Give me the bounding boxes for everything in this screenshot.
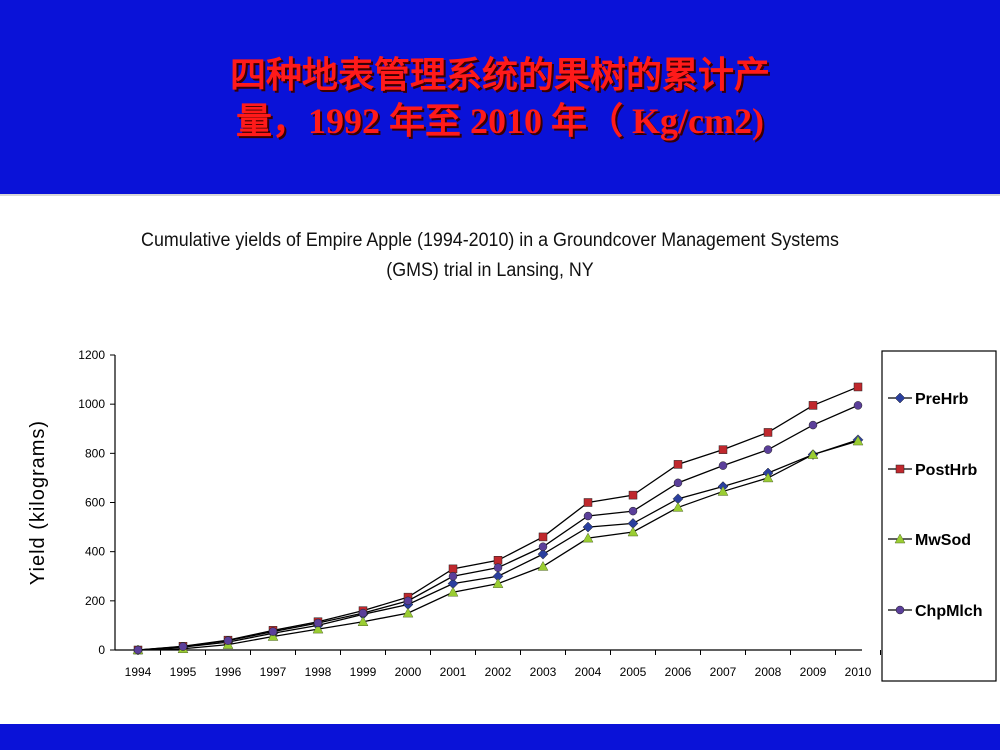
data-point-posthrb — [718, 445, 728, 454]
data-point-mwsod — [672, 501, 684, 512]
data-point-mwsod — [357, 616, 369, 626]
data-point-posthrb — [493, 556, 503, 565]
data-point-chpmlch — [763, 445, 773, 454]
data-point-chpmlch — [133, 645, 143, 655]
legend-marker-mwsod — [894, 533, 906, 544]
y-tick-label: 1000 — [78, 397, 105, 411]
y-tick-label: 1200 — [78, 348, 105, 362]
legend — [881, 350, 997, 682]
data-point-chpmlch — [493, 563, 503, 572]
data-point-chpmlch — [448, 572, 458, 581]
series-line-posthrb — [137, 386, 859, 651]
y-tick-label: 0 — [98, 643, 105, 657]
data-point-posthrb — [538, 532, 548, 542]
x-tick-label: 1997 — [260, 665, 287, 679]
data-point-mwsod — [852, 435, 864, 446]
chart-title-line-1: Cumulative yields of Empire Apple (1994-… — [141, 230, 839, 251]
chart-panel: Cumulative yields of Empire Apple (1994-… — [0, 194, 1000, 726]
data-point-posthrb — [448, 564, 458, 574]
data-point-chpmlch — [853, 401, 863, 410]
data-point-prehrb — [537, 548, 549, 560]
legend-marker-chpmlch — [895, 605, 905, 615]
data-point-posthrb — [673, 460, 683, 469]
data-point-chpmlch — [358, 608, 368, 618]
y-tick-label: 200 — [85, 594, 105, 608]
x-tick-label: 1998 — [305, 665, 332, 679]
data-point-chpmlch — [403, 596, 413, 606]
data-point-posthrb — [853, 382, 863, 392]
data-point-posthrb — [763, 428, 773, 437]
x-tick-label: 1995 — [170, 665, 197, 679]
data-point-mwsod — [627, 526, 639, 537]
data-point-mwsod — [717, 485, 729, 496]
x-tick-label: 1999 — [350, 665, 377, 679]
x-tick-label: 2007 — [710, 665, 737, 679]
x-tick-label: 1994 — [125, 665, 152, 679]
y-tick-label: 400 — [85, 545, 105, 559]
legend-label-chpmlch: ChpMlch — [915, 603, 983, 620]
data-point-mwsod — [537, 560, 549, 571]
legend-label-mwsod: MwSod — [915, 532, 971, 549]
slide-title-line-2: 量，1992 年至 2010 年（ Kg/cm2) — [236, 101, 764, 141]
data-point-chpmlch — [718, 461, 728, 470]
x-tick-label: 2009 — [800, 665, 827, 679]
legend-marker-posthrb — [895, 464, 905, 474]
data-point-chpmlch — [673, 478, 683, 488]
data-point-prehrb — [582, 521, 594, 533]
series-line-chpmlch — [137, 404, 859, 651]
data-point-posthrb — [583, 498, 593, 507]
data-point-chpmlch — [583, 511, 593, 521]
x-tick-label: 2000 — [395, 665, 422, 679]
y-tick-label: 800 — [85, 446, 105, 460]
x-tick-label: 2004 — [575, 665, 602, 679]
x-tick-label: 2008 — [755, 665, 782, 679]
series-line-mwsod — [137, 440, 859, 651]
series-line-prehrb — [137, 439, 859, 651]
data-point-chpmlch — [178, 642, 188, 651]
x-tick-label: 2010 — [845, 665, 872, 679]
data-point-mwsod — [402, 607, 414, 618]
legend-label-prehrb: PreHrb — [915, 391, 969, 408]
data-point-chpmlch — [313, 618, 323, 628]
x-tick-label: 2001 — [440, 665, 467, 679]
data-point-mwsod — [582, 532, 594, 543]
data-point-chpmlch — [628, 506, 638, 516]
legend-label-posthrb: PostHrb — [915, 462, 977, 479]
y-tick-label: 600 — [85, 496, 105, 510]
x-tick-label: 2002 — [485, 665, 512, 679]
data-point-posthrb — [808, 401, 818, 410]
line-chart: 0 200 400 600 800 1000 1200 1994 1995 1996 1997 199… — [27, 348, 997, 682]
data-point-mwsod — [762, 472, 774, 483]
x-tick-label: 2006 — [665, 665, 692, 679]
chart-title-line-2: (GMS) trial in Lansing, NY — [386, 260, 594, 281]
data-point-mwsod — [492, 578, 504, 588]
x-tick-label: 2003 — [530, 665, 557, 679]
y-axis-label: Yield (kilograms) — [27, 420, 49, 585]
data-point-mwsod — [267, 630, 279, 641]
data-point-chpmlch — [538, 542, 548, 551]
slide-title-line-1: 四种地表管理系统的果树的累计产 — [229, 55, 770, 95]
data-point-mwsod — [312, 623, 324, 634]
data-point-posthrb — [628, 490, 638, 500]
data-point-mwsod — [807, 449, 819, 459]
legend-marker-prehrb — [894, 392, 906, 404]
slide-title: 四种地表管理系统的果树的累计产 量，1992 年至 2010 年（ Kg/cm2… — [0, 52, 1000, 144]
data-point-chpmlch — [268, 627, 278, 636]
x-tick-label: 2005 — [620, 665, 647, 679]
bottom-bar — [0, 724, 1000, 750]
chart-title: Cumulative yields of Empire Apple (1994-… — [86, 226, 894, 286]
x-tick-label: 1996 — [215, 665, 242, 679]
data-point-mwsod — [447, 586, 459, 597]
data-point-chpmlch — [808, 420, 818, 430]
data-point-chpmlch — [223, 636, 233, 645]
